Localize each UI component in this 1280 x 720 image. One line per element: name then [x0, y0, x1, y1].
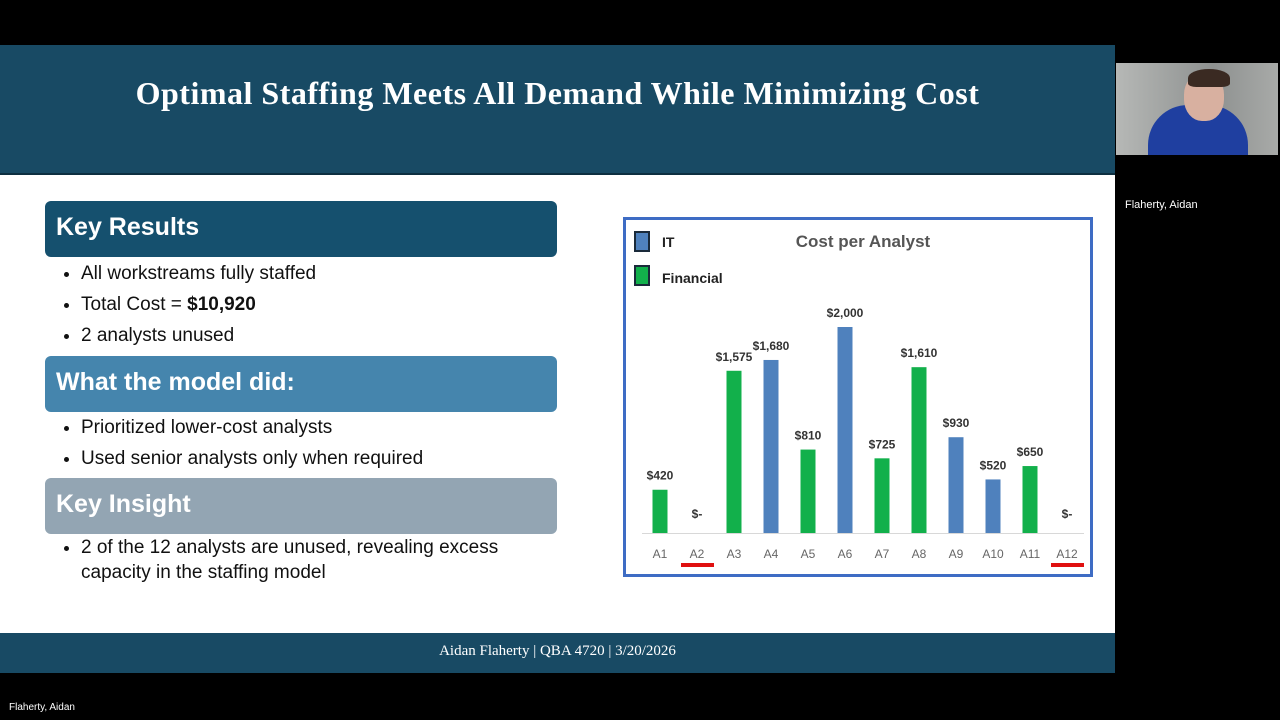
x-tick-A1: A1: [653, 547, 668, 561]
total-cost-value: $10,920: [187, 294, 256, 315]
key-results-heading: Key Results: [45, 201, 557, 257]
x-tick-A8: A8: [912, 547, 927, 561]
bar-A7: [874, 458, 890, 533]
slide-title: Optimal Staffing Meets All Demand While …: [135, 75, 980, 111]
cost-chart: Cost per Analyst IT Financial $420 A1 $- A2 $1…: [623, 217, 1093, 577]
data-label-A3: $1,575: [716, 350, 753, 364]
data-label-A4: $1,680: [753, 339, 790, 353]
list-item: Prioritized lower-cost analysts: [81, 412, 423, 443]
data-label-A1: $420: [647, 469, 674, 483]
legend-swatch-it: [634, 231, 650, 252]
list-item: All workstreams fully staffed: [81, 258, 316, 289]
cost-per-analyst-chart: Cost per Analyst IT Financial $420 A1 $- A2 $1…: [634, 231, 1084, 567]
model-did-heading: What the model did:: [45, 356, 557, 412]
list-item: Used senior analysts only when required: [81, 443, 423, 474]
presenter-name-label: Flaherty, Aidan: [9, 702, 75, 713]
data-label-A9: $930: [943, 416, 970, 430]
total-cost-label: Total Cost =: [81, 294, 188, 315]
legend-swatch-financial: [634, 265, 650, 286]
participant-video: [1116, 63, 1278, 155]
bar-A4: [763, 359, 779, 533]
participant-name-label: Flaherty, Aidan: [1125, 199, 1198, 211]
list-item: Total Cost = $10,920: [81, 289, 316, 320]
x-tick-A11: A11: [1020, 547, 1041, 561]
legend-label-it: IT: [662, 234, 675, 250]
chart-title: Cost per Analyst: [796, 232, 931, 251]
person-hair: [1188, 69, 1230, 87]
legend-label-financial: Financial: [662, 270, 723, 286]
bar-A6: [837, 327, 853, 533]
data-label-A10: $520: [980, 458, 1007, 472]
slide-header: Optimal Staffing Meets All Demand While …: [0, 45, 1115, 175]
data-label-A6: $2,000: [827, 306, 864, 320]
key-results-list: All workstreams fully staffed Total Cost…: [60, 258, 316, 351]
model-did-list: Prioritized lower-cost analysts Used sen…: [60, 412, 423, 474]
unused-underline-A12: [1051, 563, 1084, 567]
key-insight-list: 2 of the 12 analysts are unused, reveali…: [60, 535, 561, 585]
bar-A10: [985, 479, 1001, 533]
x-tick-A2: A2: [690, 547, 705, 561]
slide-footer: Aidan Flaherty | QBA 4720 | 3/20/2026: [0, 633, 1115, 673]
bar-A9: [948, 437, 964, 533]
bar-A1: [652, 489, 668, 533]
x-tick-A12: A12: [1056, 547, 1078, 561]
bar-A5: [800, 449, 816, 533]
x-tick-A4: A4: [764, 547, 779, 561]
data-label-A12: $-: [1062, 507, 1073, 521]
data-label-A2: $-: [692, 507, 703, 521]
x-tick-A7: A7: [875, 547, 890, 561]
data-label-A5: $810: [795, 429, 822, 443]
list-item: 2 of the 12 analysts are unused, reveali…: [81, 535, 561, 585]
data-label-A11: $650: [1017, 445, 1044, 459]
x-tick-A6: A6: [838, 547, 853, 561]
bar-A3: [726, 370, 742, 533]
slide: Optimal Staffing Meets All Demand While …: [0, 45, 1115, 673]
x-tick-A3: A3: [727, 547, 742, 561]
x-tick-A9: A9: [949, 547, 964, 561]
unused-underline-A2: [681, 563, 714, 567]
x-tick-A5: A5: [801, 547, 816, 561]
list-item: 2 analysts unused: [81, 320, 316, 351]
data-label-A7: $725: [869, 437, 896, 451]
x-tick-A10: A10: [982, 547, 1004, 561]
bar-A8: [911, 367, 927, 533]
data-label-A8: $1,610: [901, 346, 938, 360]
bar-A11: [1022, 466, 1038, 533]
key-insight-heading: Key Insight: [45, 478, 557, 534]
